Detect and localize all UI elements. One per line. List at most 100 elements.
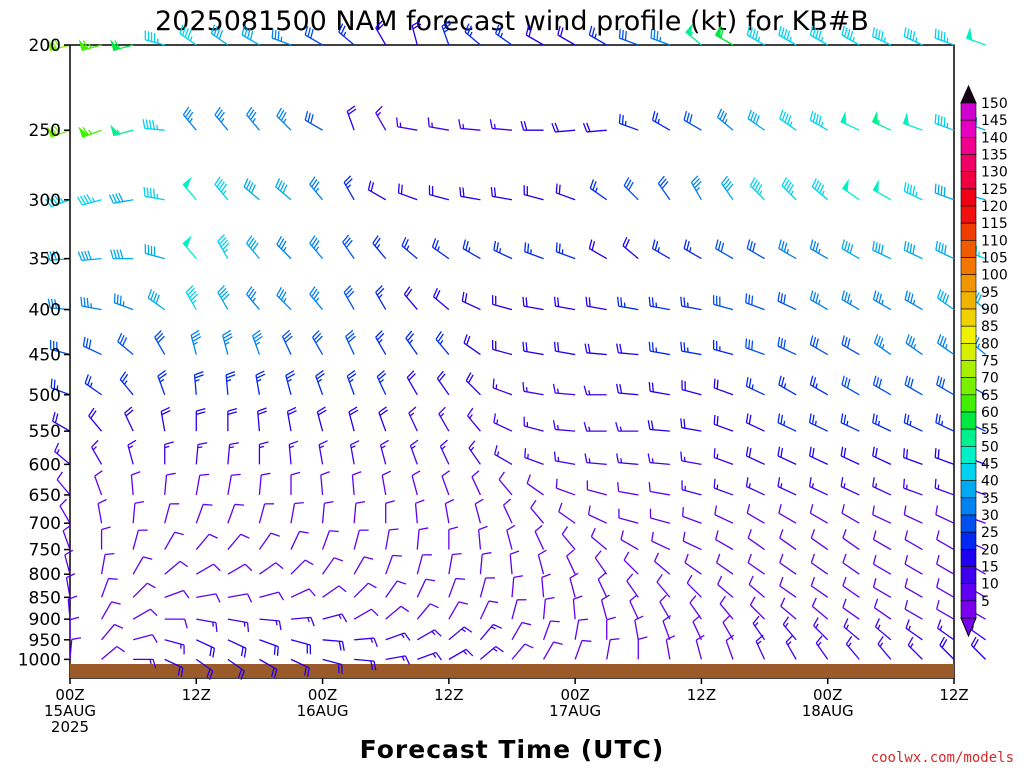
wind-barb bbox=[353, 529, 369, 550]
barb-half-feather bbox=[496, 451, 500, 457]
barb-half-feather bbox=[164, 445, 170, 449]
y-tick-label: 850 bbox=[29, 588, 61, 608]
barb-full-feather bbox=[108, 194, 115, 204]
wind-barb bbox=[904, 599, 923, 620]
barb-shaft bbox=[312, 336, 324, 355]
wind-barb bbox=[54, 442, 71, 465]
barb-full-feather bbox=[376, 332, 385, 341]
barb-full-feather bbox=[661, 181, 669, 190]
barb-half-feather bbox=[252, 118, 256, 123]
barb-full-feather bbox=[338, 23, 344, 33]
barb-shaft bbox=[842, 562, 860, 575]
wind-barb bbox=[343, 285, 355, 310]
barb-full-feather bbox=[875, 377, 880, 387]
barb-half-feather bbox=[881, 299, 884, 305]
barb-shaft bbox=[935, 422, 955, 432]
barb-full-feather bbox=[977, 294, 983, 304]
barb-full-feather bbox=[180, 667, 184, 678]
barb-full-feather bbox=[659, 594, 667, 603]
barb-half-feather bbox=[283, 246, 287, 252]
barb-full-feather bbox=[187, 111, 194, 121]
barb-full-feather bbox=[941, 243, 944, 253]
wind-barb bbox=[130, 471, 141, 495]
barb-shaft bbox=[160, 411, 166, 432]
colorbar-label: 100 bbox=[981, 268, 1008, 284]
barb-full-feather bbox=[177, 666, 181, 676]
colorbar-swatch bbox=[960, 205, 977, 224]
barb-full-feather bbox=[114, 623, 124, 629]
barb-full-feather bbox=[716, 416, 719, 426]
barb-shaft bbox=[810, 119, 829, 131]
wind-barb bbox=[745, 477, 765, 496]
wind-barb bbox=[809, 25, 829, 46]
wind-barb bbox=[182, 106, 197, 131]
barb-shaft bbox=[50, 199, 71, 208]
barb-half-feather bbox=[189, 36, 193, 42]
barb-shaft bbox=[318, 444, 324, 465]
barb-full-feather bbox=[589, 179, 595, 189]
wind-barb bbox=[164, 639, 185, 655]
wind-barb bbox=[620, 530, 639, 551]
barb-shaft bbox=[385, 555, 394, 575]
barb-full-feather bbox=[348, 373, 357, 380]
barb-full-feather bbox=[116, 645, 125, 653]
wind-barb bbox=[872, 375, 892, 396]
colorbar-label: 60 bbox=[981, 405, 999, 421]
barb-shaft bbox=[190, 335, 197, 355]
wind-barb bbox=[448, 552, 462, 575]
barb-shaft bbox=[872, 514, 892, 524]
wind-barb bbox=[809, 335, 829, 356]
barb-shaft bbox=[692, 621, 703, 641]
barb-shaft bbox=[495, 32, 513, 46]
barb-full-feather bbox=[842, 598, 847, 608]
barb-full-feather bbox=[650, 420, 654, 430]
barb-full-feather bbox=[373, 660, 377, 671]
barb-full-feather bbox=[787, 115, 792, 125]
wind-barb bbox=[651, 110, 671, 131]
wind-barb bbox=[936, 599, 955, 620]
barb-full-feather bbox=[338, 585, 347, 593]
barb-full-feather bbox=[182, 590, 190, 599]
barb-full-feather bbox=[439, 439, 448, 447]
barb-full-feather bbox=[418, 527, 429, 531]
barb-full-feather bbox=[809, 375, 814, 385]
barb-full-feather bbox=[872, 375, 877, 385]
wind-barb bbox=[132, 556, 153, 575]
barb-shaft bbox=[523, 390, 544, 396]
barb-full-feather bbox=[259, 441, 269, 446]
wind-barb bbox=[375, 20, 387, 46]
barb-shaft bbox=[877, 643, 892, 660]
wind-barb bbox=[584, 453, 607, 466]
wind-barb bbox=[101, 601, 121, 620]
barb-half-feather bbox=[252, 297, 256, 303]
barb-shaft bbox=[354, 658, 375, 662]
barb-shaft bbox=[652, 119, 671, 131]
barb-half-feather bbox=[556, 388, 560, 394]
barb-full-feather bbox=[653, 552, 659, 562]
barb-full-feather bbox=[498, 471, 505, 480]
barb-shaft bbox=[246, 242, 260, 260]
wind-barb bbox=[142, 119, 165, 131]
wind-barb bbox=[448, 626, 473, 641]
wind-barb bbox=[511, 643, 534, 660]
barb-shaft bbox=[346, 375, 355, 396]
colorbar-label: 40 bbox=[981, 474, 999, 490]
barb-shaft bbox=[259, 562, 277, 575]
colorbar-swatch bbox=[960, 566, 977, 584]
wind-barb bbox=[840, 446, 860, 465]
barb-half-feather bbox=[588, 458, 591, 464]
barb-full-feather bbox=[590, 527, 596, 537]
wind-barb bbox=[782, 616, 797, 641]
barb-full-feather bbox=[810, 529, 816, 539]
barb-full-feather bbox=[355, 500, 366, 504]
colorbar-label: 20 bbox=[981, 542, 999, 558]
barb-shaft bbox=[934, 37, 955, 46]
barb-shaft bbox=[502, 504, 513, 524]
barb-full-feather bbox=[381, 470, 391, 476]
barb-full-feather bbox=[525, 25, 530, 36]
barb-full-feather bbox=[904, 290, 909, 300]
barb-full-feather bbox=[812, 27, 817, 37]
barb-half-feather bbox=[657, 247, 660, 252]
barb-shaft bbox=[650, 37, 671, 46]
